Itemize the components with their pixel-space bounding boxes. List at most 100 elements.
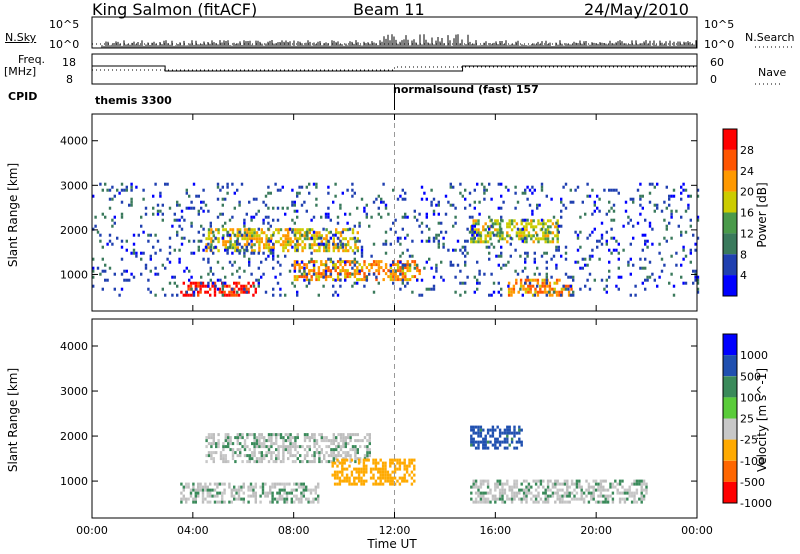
power-cell	[187, 293, 190, 297]
power-cell	[192, 206, 196, 210]
power-cell	[539, 222, 543, 226]
power-cell	[190, 206, 193, 210]
velocity-cell	[575, 479, 579, 483]
velocity-cell	[180, 500, 183, 504]
velocity-cell	[520, 440, 523, 444]
power-cell	[243, 254, 246, 258]
power-cell	[612, 248, 616, 252]
power-cell	[641, 266, 644, 270]
power-cell	[92, 257, 95, 261]
power-cell	[325, 249, 328, 253]
velocity-cell	[216, 494, 219, 498]
power-cell	[389, 269, 392, 273]
power-cell	[315, 182, 318, 186]
velocity-cell	[623, 497, 627, 501]
power-cell	[464, 239, 467, 243]
power-cell	[432, 287, 436, 291]
velocity-cell	[283, 491, 286, 495]
velocity-cell	[575, 485, 579, 489]
power-cell	[567, 287, 570, 291]
power-cell	[296, 209, 299, 213]
power-cell	[320, 272, 323, 276]
power-cell	[529, 284, 532, 288]
velocity-cell	[260, 454, 263, 458]
power-cell	[399, 287, 402, 291]
power-cell	[452, 203, 455, 207]
power-cell	[401, 269, 405, 273]
velocity-cell	[347, 454, 350, 458]
power-cell	[495, 233, 498, 237]
power-cell	[144, 266, 148, 270]
power-cell	[544, 228, 547, 232]
power-cell	[269, 248, 272, 252]
power-cell	[581, 257, 584, 261]
velocity-cell	[486, 482, 490, 486]
velocity-cell	[362, 461, 366, 465]
velocity-cell	[247, 494, 250, 498]
power-cell	[305, 278, 309, 282]
velocity-cell	[248, 448, 251, 452]
velocity-cell	[633, 497, 636, 501]
velocity-cell	[215, 442, 218, 446]
power-cell	[265, 237, 268, 241]
power-cell	[171, 293, 174, 297]
power-cell	[485, 188, 488, 192]
power-cell	[456, 239, 460, 243]
power-cell	[372, 200, 376, 204]
power-cell	[507, 290, 511, 294]
power-cell	[272, 231, 275, 235]
power-cell	[313, 249, 316, 253]
power-cell	[644, 233, 647, 237]
velocity-cell	[379, 479, 382, 483]
velocity-cell	[546, 479, 550, 483]
power-cell	[525, 222, 528, 226]
power-cell	[546, 284, 549, 288]
power-cell	[305, 266, 309, 270]
power-cell	[581, 200, 584, 204]
power-cell	[334, 233, 337, 237]
velocity-cell	[534, 500, 538, 504]
power-cell	[252, 197, 256, 201]
power-cell	[452, 248, 455, 252]
velocity-cell	[204, 488, 207, 492]
power-cell	[617, 251, 620, 255]
power-cell	[258, 237, 261, 241]
velocity-cell	[501, 440, 504, 444]
power-cell	[171, 275, 174, 279]
power-cell	[281, 185, 284, 189]
power-cell	[241, 237, 244, 241]
power-cell	[178, 260, 181, 264]
velocity-cell	[197, 488, 200, 492]
power-cell	[557, 224, 560, 228]
power-cell	[344, 243, 347, 247]
power-cell	[305, 230, 308, 234]
power-cell	[231, 272, 234, 276]
power-cell	[494, 228, 497, 232]
power-cell	[565, 284, 568, 288]
power-cell	[341, 266, 345, 270]
power-cell	[356, 249, 359, 253]
velocity-cell	[494, 446, 497, 450]
power-cell	[588, 194, 592, 198]
power-cell	[554, 225, 557, 229]
velocity-cell	[544, 491, 547, 495]
velocity-cell	[300, 500, 303, 504]
power-cell	[404, 215, 407, 219]
velocity-cell	[401, 476, 404, 480]
power-cell	[533, 293, 536, 297]
velocity-cell	[315, 439, 319, 443]
power-cell	[377, 260, 381, 264]
power-cell	[219, 212, 222, 216]
velocity-cell	[284, 439, 287, 443]
velocity-cell	[330, 442, 333, 446]
power-cell	[233, 191, 236, 195]
velocity-cell	[233, 497, 236, 501]
power-cell	[288, 269, 292, 273]
power-cell	[254, 287, 257, 291]
velocity-cell	[486, 497, 490, 501]
power-cell	[356, 246, 359, 250]
velocity-cell	[354, 439, 357, 443]
velocity-cell	[255, 460, 259, 464]
power-cell	[351, 188, 354, 192]
power-cell	[524, 260, 527, 264]
